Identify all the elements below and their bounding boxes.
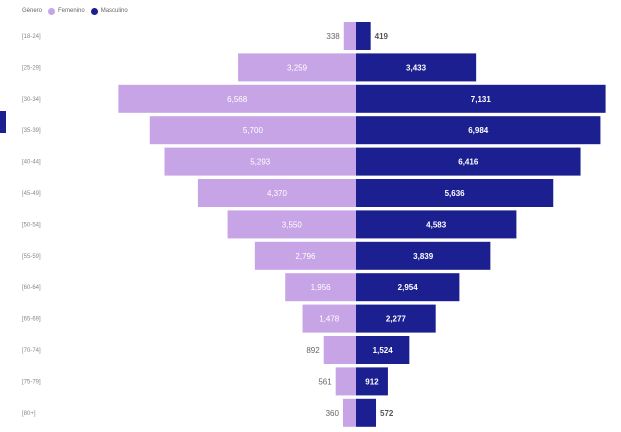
legend: Género Femenino Masculino: [22, 4, 128, 18]
bar-male: [356, 241, 491, 270]
y-tick-label: [45-49]: [22, 191, 41, 197]
y-tick-label: [75-79]: [22, 379, 41, 385]
data-label-female: 338: [326, 32, 340, 41]
y-tick-label: [55-59]: [22, 254, 41, 260]
side-selection-marker: [0, 111, 6, 133]
bar-female: [149, 116, 356, 145]
y-tick-label: [65-69]: [22, 317, 41, 323]
data-label-female: 892: [306, 346, 320, 355]
legend-female-swatch: [48, 7, 56, 15]
y-tick-label: [70-74]: [22, 348, 41, 354]
y-tick-label: [25-29]: [22, 65, 41, 71]
bar-female: [238, 53, 356, 82]
bar-female: [285, 273, 356, 302]
legend-female-label: Femenino: [58, 8, 85, 14]
bar-female: [254, 241, 356, 270]
data-label-female: 4,370: [267, 189, 288, 198]
y-tick-label: [35-39]: [22, 128, 41, 134]
bar-male: [356, 116, 601, 145]
legend-item-female[interactable]: Femenino: [48, 7, 85, 15]
data-label-male: 419: [375, 32, 389, 41]
bar-male: [356, 84, 606, 113]
bar-female: [342, 398, 356, 427]
legend-male-label: Masculino: [100, 8, 128, 14]
bar-male: [356, 53, 477, 82]
y-tick-label: [40-44]: [22, 160, 41, 166]
data-label-male: 1,524: [373, 346, 394, 355]
data-label-female: 5,700: [243, 126, 264, 135]
data-label-female: 1,956: [311, 283, 332, 292]
data-label-male: 3,433: [406, 63, 427, 72]
data-label-female: 5,293: [250, 158, 271, 167]
data-label-male: 3,839: [413, 252, 434, 261]
bar-female: [335, 367, 356, 396]
bar-male: [356, 273, 460, 302]
data-label-male: 2,277: [386, 315, 407, 324]
bar-female: [197, 179, 356, 207]
data-label-female: 6,568: [227, 95, 248, 104]
y-tick-label: [60-64]: [22, 285, 41, 291]
data-label-male: 4,583: [426, 220, 447, 229]
data-label-male: 572: [380, 409, 394, 418]
bar-female: [302, 304, 356, 333]
legend-title: Género: [22, 8, 43, 14]
bar-male: [356, 398, 377, 427]
bar-female: [323, 336, 356, 364]
data-label-male: 912: [365, 377, 379, 386]
data-label-female: 3,550: [282, 220, 303, 229]
bar-male: [356, 210, 517, 239]
y-tick-label: [80+]: [22, 411, 36, 417]
bar-female: [227, 210, 356, 239]
bar-male: [356, 336, 410, 364]
data-label-male: 2,954: [398, 283, 419, 292]
bar-female: [343, 22, 356, 50]
data-label-male: 7,131: [471, 95, 492, 104]
data-label-male: 6,416: [458, 158, 479, 167]
bar-male: [356, 367, 388, 396]
data-label-female: 2,796: [295, 252, 316, 261]
bar-male: [356, 304, 436, 333]
legend-male-swatch: [90, 7, 98, 15]
bar-female: [164, 147, 356, 176]
y-tick-label: [30-34]: [22, 97, 41, 103]
bar-male: [356, 147, 581, 176]
data-label-male: 6,984: [468, 126, 489, 135]
bar-male: [356, 22, 371, 50]
bar-female: [118, 84, 356, 113]
data-label-female: 561: [318, 377, 332, 386]
data-label-female: 3,259: [287, 63, 308, 72]
data-label-female: 1,478: [319, 315, 340, 324]
y-tick-label: [50-54]: [22, 222, 41, 228]
data-label-male: 5,636: [445, 189, 466, 198]
legend-item-male[interactable]: Masculino: [90, 7, 128, 15]
bar-male: [356, 179, 554, 207]
data-label-female: 360: [326, 409, 340, 418]
y-tick-label: [18-24]: [22, 34, 41, 40]
